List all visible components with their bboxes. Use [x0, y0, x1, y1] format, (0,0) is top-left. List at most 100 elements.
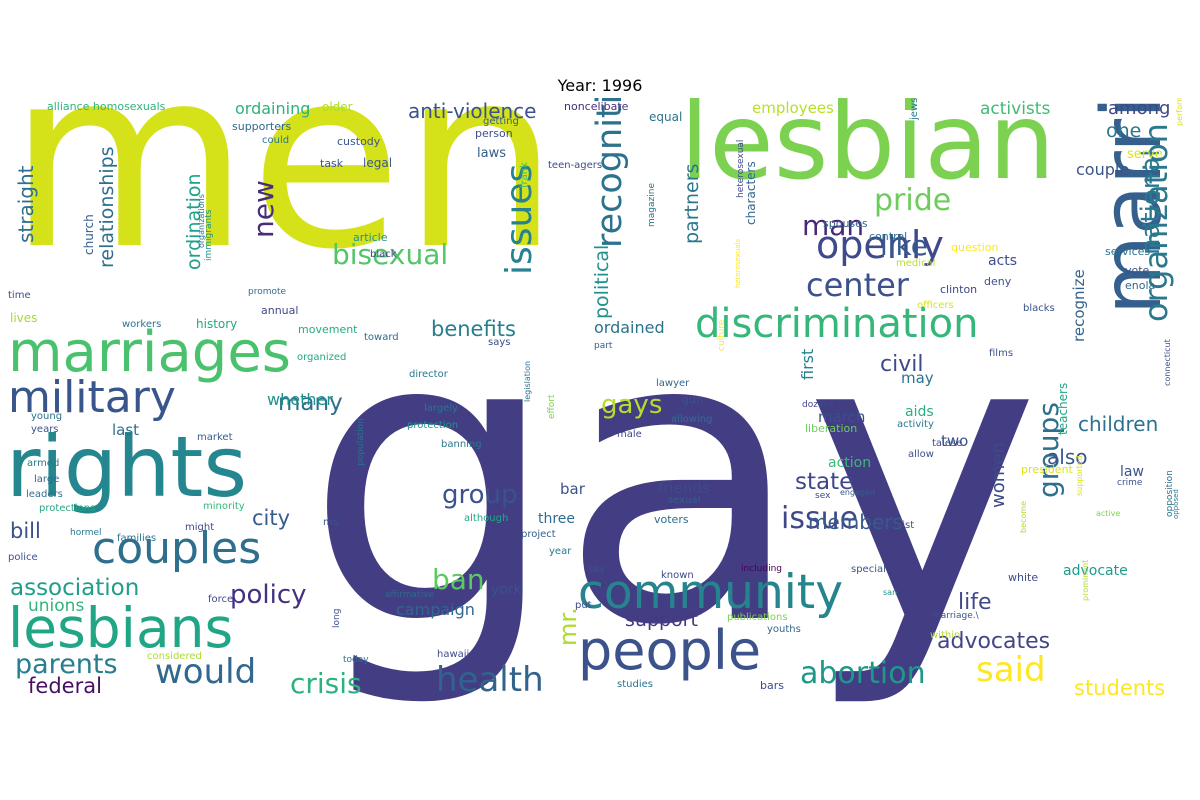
word-market: market	[197, 432, 233, 443]
word-ms: ms.	[323, 517, 342, 528]
word-activity: activity	[897, 419, 934, 430]
word-marriage: marriage.\	[932, 611, 979, 621]
word-families: families	[117, 533, 157, 544]
word-policy: policy	[230, 580, 307, 610]
word-leaders: leaders	[26, 489, 63, 500]
word-history: history	[196, 317, 238, 331]
word-military: military	[8, 372, 176, 423]
word-today: today	[343, 655, 369, 665]
word-affirmative: affirmative	[385, 590, 434, 600]
word-community: community	[578, 565, 844, 620]
word-project: project	[521, 529, 556, 540]
word-including: including	[741, 564, 782, 574]
word-may: may	[901, 369, 934, 387]
word-openly: openly	[816, 223, 944, 267]
word-new: new	[247, 180, 280, 238]
word-hormel: hormel	[70, 528, 102, 538]
word-although: although	[464, 513, 509, 524]
word-president: president	[1021, 463, 1073, 476]
word-relationships: relationships	[96, 146, 118, 268]
word-legislation: legislation	[523, 360, 532, 402]
word-lesbians: lesbians	[8, 596, 234, 660]
word-say: say	[588, 564, 606, 575]
word-active: active	[1096, 509, 1121, 518]
word-three: three	[538, 511, 576, 527]
word-jews: jews	[909, 98, 920, 120]
word-bisexual: bisexual	[332, 238, 449, 271]
word-children: children	[1078, 412, 1159, 436]
word-officers: officers	[917, 300, 954, 311]
word-first: first	[798, 348, 817, 380]
word-services: services	[1105, 245, 1151, 258]
word-year: year	[549, 546, 572, 557]
word-march: march	[818, 408, 866, 426]
word-pride: pride	[874, 183, 952, 218]
word-said: said	[976, 650, 1046, 690]
word-church: church	[82, 214, 96, 255]
word-characters: characters	[744, 161, 758, 225]
word-couples: couples	[92, 523, 262, 574]
word-article: article	[353, 231, 388, 244]
word-members: members	[808, 510, 903, 534]
word-dozens: dozens	[802, 400, 834, 410]
word-federal: federal	[28, 674, 102, 698]
word-ordaining: ordaining	[235, 99, 311, 118]
word-association: association	[10, 575, 140, 601]
word-people: people	[578, 619, 762, 682]
word-partners: partners	[681, 163, 703, 244]
word-supported: supported	[1075, 455, 1084, 496]
word-men: men	[8, 98, 560, 304]
word-special: special	[851, 564, 886, 575]
word-opposed: opposed	[1172, 489, 1180, 519]
word-known: known	[661, 570, 694, 581]
word-minority: minority	[203, 501, 245, 512]
word-equal: equal	[649, 110, 683, 124]
word-parents: parents	[15, 649, 118, 680]
word-cloud: gay men lesbian marriage rights marriages peop…	[0, 98, 1200, 702]
word-question: question	[951, 241, 999, 254]
word-banning: banning	[441, 439, 482, 450]
word-time: time	[8, 290, 31, 301]
word-protection: protection	[407, 420, 459, 431]
word-could: could	[262, 135, 290, 146]
word-medical: medical	[896, 258, 936, 269]
word-legal: legal	[363, 156, 393, 170]
word-law: law	[1120, 464, 1144, 480]
word-ban: ban	[432, 563, 485, 596]
word-engaged: engaged	[840, 488, 876, 497]
word-recognize: recognize	[1070, 269, 1088, 342]
word-benefits: benefits	[431, 317, 516, 341]
word-san: san	[883, 588, 898, 597]
word-toward: toward	[364, 332, 399, 343]
word-like: like	[880, 229, 929, 262]
word-support: support	[625, 609, 698, 631]
word-considered: considered	[147, 651, 202, 662]
word-national: national	[1136, 149, 1166, 255]
word-allowing: allowing	[671, 414, 713, 425]
word-sexual: sexual	[668, 495, 701, 506]
word-vote: vote	[1125, 264, 1150, 277]
word-health: health	[436, 660, 544, 700]
word-performed: performed	[1175, 98, 1184, 126]
word-heterosexual: heterosexual	[736, 139, 746, 198]
word-gun: gun	[682, 393, 703, 406]
word-part: part	[594, 341, 613, 351]
word-alliance-homosexuals: alliance homosexuals	[47, 100, 166, 113]
word-rights: rights	[6, 418, 248, 516]
word-anti-violence: anti-violence	[408, 99, 537, 123]
word-man: man	[802, 209, 865, 242]
word-york: york	[491, 582, 522, 598]
word-allow: allow	[908, 449, 934, 460]
word-campaign: campaign	[396, 600, 475, 619]
word-friends: friends	[658, 479, 710, 497]
word-one: one	[1106, 120, 1142, 142]
word-activists: activists	[980, 99, 1051, 119]
word-male: male	[617, 429, 642, 440]
word-become: become	[1019, 500, 1028, 533]
word-advocates: advocates	[937, 629, 1051, 654]
word-getting: getting	[483, 116, 519, 127]
word-bill: bill	[10, 519, 41, 543]
word-life: life	[958, 590, 992, 615]
word-liberation: liberation	[805, 422, 858, 435]
word-state: state	[795, 469, 854, 495]
